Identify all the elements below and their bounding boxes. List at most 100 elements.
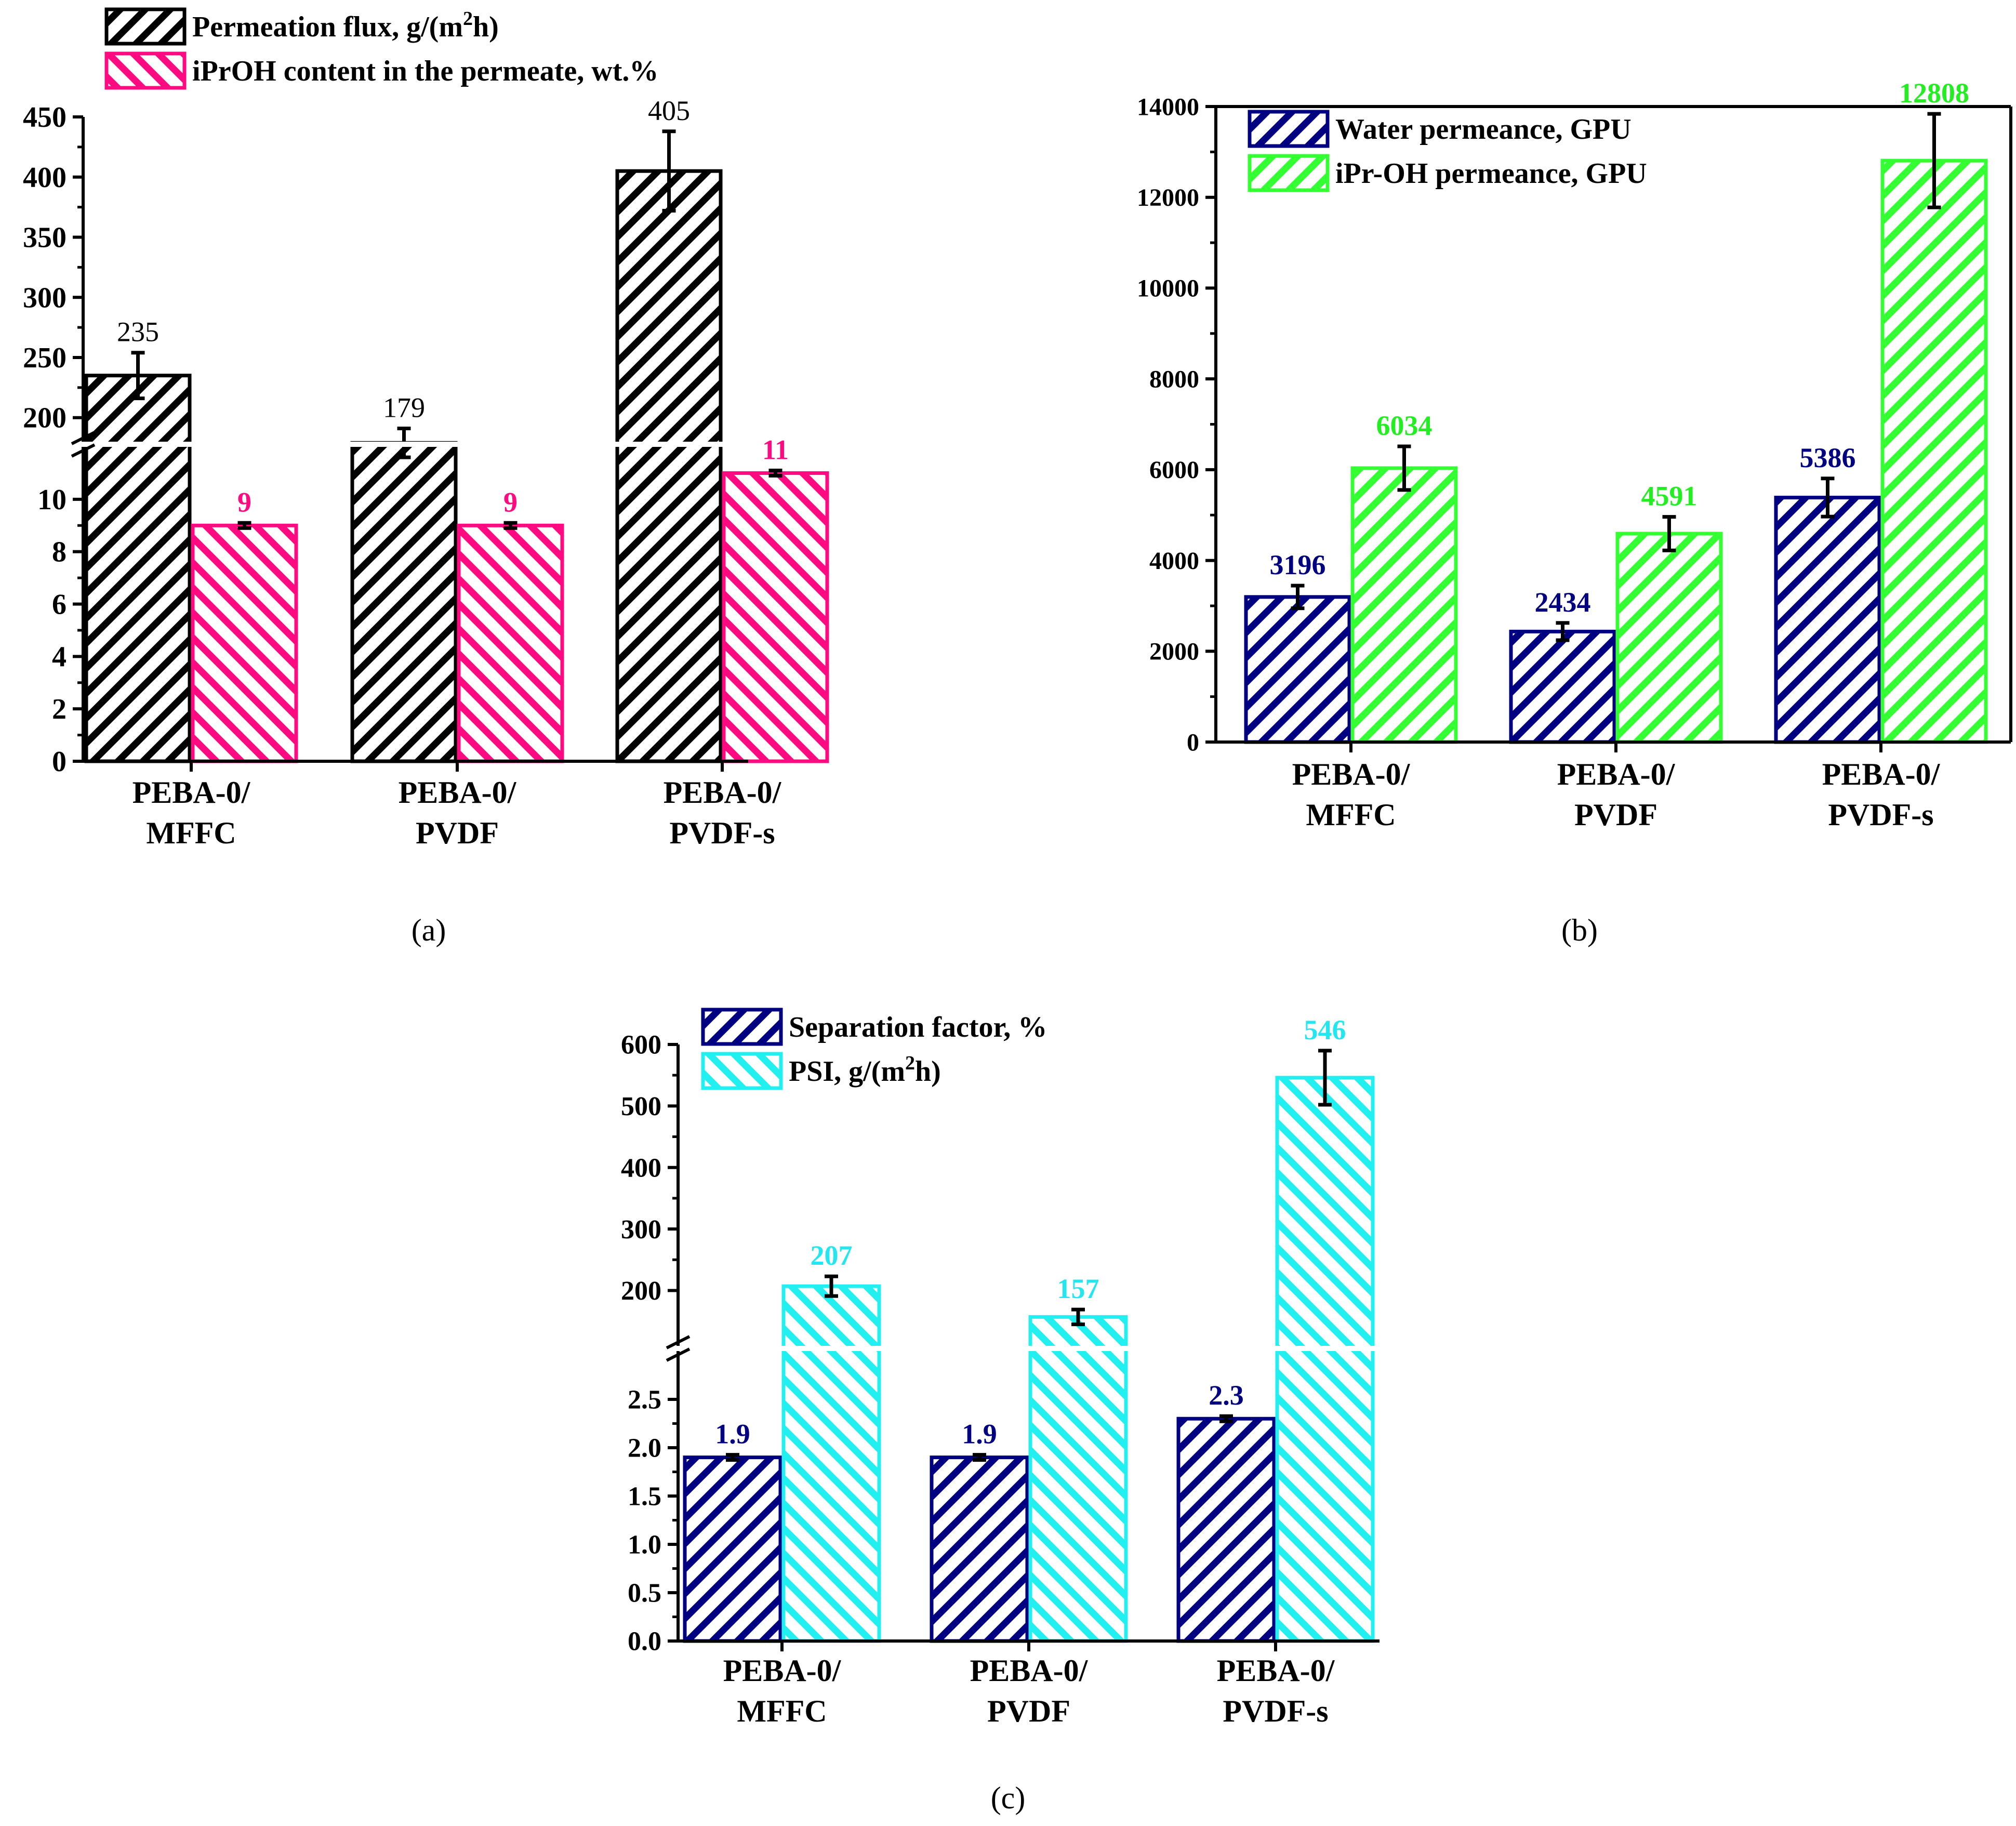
legend-label-superscript: 2	[905, 1052, 915, 1074]
category-label-line: PVDF	[1574, 798, 1657, 832]
legend-swatch	[701, 1008, 783, 1046]
data-label-s2-1: 6034	[1376, 410, 1433, 441]
panel-b-label: (b)	[1561, 913, 1598, 947]
y-tick-label-3: 4000	[1149, 547, 1199, 575]
y-upper-tick-label-1: 200	[23, 402, 67, 434]
category-label-line: PEBA-0/	[723, 1653, 842, 1688]
bar-s1-2	[930, 1455, 1029, 1643]
legend-swatch	[104, 7, 187, 46]
bar-s2-2	[1615, 532, 1723, 744]
category-label-line: PEBA-0/	[970, 1653, 1089, 1688]
legend-item-1: Separation factor, %	[701, 1008, 1047, 1046]
y-lower-tick-label-6: 2.5	[628, 1385, 661, 1415]
data-label-s2-2: 157	[1057, 1273, 1099, 1304]
category-label-2: PEBA-0/PVDF	[970, 1653, 1089, 1728]
y-tick-label-7: 12000	[1137, 184, 1199, 211]
data-label-s1-1: 1.9	[715, 1419, 750, 1450]
legend-item-2: iPrOH content in the permeate, wt.%	[104, 51, 658, 90]
category-label-1: PEBA-0/MFFC	[1292, 757, 1411, 832]
data-label-s2-2: 9	[503, 486, 518, 518]
legend-label-main: Permeation flux, g/(m	[192, 11, 463, 43]
category-label-3: PEBA-0/PVDF-s	[1822, 757, 1941, 832]
y-lower-tick-label-1: 0.0	[628, 1627, 661, 1657]
panel-a: 235 179 405 9 9 11 0 2 4 6 8 10 200 250 300 350 400 450 PE…	[23, 7, 829, 850]
legend-label: iPr-OH permeance, GPU	[1335, 157, 1647, 190]
category-label-line: PVDF-s	[669, 816, 775, 850]
y-tick-label-2: 2000	[1149, 638, 1199, 666]
y-tick-label-6: 10000	[1137, 275, 1199, 302]
data-label-s2-2: 4591	[1641, 481, 1697, 512]
data-label-s2-3: 11	[762, 434, 789, 465]
y-upper-tick-label-6: 450	[23, 101, 67, 134]
error-bar-s2-1	[1397, 444, 1411, 492]
category-label-line: PVDF	[987, 1694, 1070, 1728]
legend-label-tail: h)	[473, 11, 499, 43]
bar-s1-2	[1509, 629, 1616, 744]
category-label-line: PEBA-0/	[399, 775, 517, 810]
bar-s1-1	[84, 374, 192, 763]
data-label-s1-3: 2.3	[1209, 1380, 1244, 1411]
data-label-s1-2: 179	[383, 392, 425, 424]
error-bar-s2-1	[237, 521, 251, 530]
category-label-1: PEBA-0/MFFC	[723, 1653, 842, 1728]
category-label-2: PEBA-0/PVDF	[399, 775, 517, 850]
data-label-s2-1: 207	[811, 1240, 853, 1271]
y-lower-tick-label-3: 1.0	[628, 1530, 661, 1560]
y-upper-tick-label-2: 250	[23, 342, 67, 374]
legend-label: Permeation flux, g/(m2h)	[192, 8, 499, 43]
legend-label-main: Water permeance, GPU	[1335, 113, 1632, 145]
bar-s1-1	[1244, 595, 1351, 744]
error-bar-s1-1	[131, 351, 145, 401]
y-lower-tick-label-2: 2	[52, 693, 67, 725]
y-tick-label-5: 8000	[1149, 365, 1199, 393]
category-label-2: PEBA-0/PVDF	[1557, 757, 1676, 832]
error-bar-s2-2	[503, 521, 518, 530]
legend-label: PSI, g/(m2h)	[789, 1052, 941, 1088]
bar-s2-3	[722, 471, 829, 763]
error-bar-s1-2	[1556, 621, 1570, 642]
legend-swatch	[104, 51, 187, 90]
data-label-s2-3: 546	[1304, 1014, 1346, 1046]
error-bar-s2-1	[825, 1274, 838, 1298]
y-upper-tick-label-4: 350	[23, 222, 67, 254]
bar-s2-1	[781, 1284, 881, 1643]
panel-a-label: (a)	[412, 913, 446, 947]
legend-item-2: PSI, g/(m2h)	[701, 1052, 941, 1090]
category-label-line: PEBA-0/	[1822, 757, 1941, 791]
error-bar-s1-3	[1821, 477, 1835, 519]
data-label-s2-3: 12808	[1899, 77, 1969, 109]
y-lower-tick-label-5: 2.0	[628, 1434, 661, 1463]
error-bar-s2-3	[1318, 1049, 1332, 1107]
data-label-s1-2: 1.9	[962, 1419, 997, 1450]
category-label-line: PVDF-s	[1223, 1694, 1328, 1728]
legend-label-main: PSI, g/(m	[789, 1055, 905, 1088]
legend-label: Water permeance, GPU	[1335, 113, 1632, 145]
y-lower-tick-label-2: 0.5	[628, 1579, 661, 1608]
y-upper-tick-label-1: 200	[621, 1276, 661, 1306]
category-label-line: MFFC	[737, 1694, 827, 1728]
bar-s1-1	[683, 1455, 782, 1643]
legend-swatch	[701, 1052, 783, 1090]
axis-break-gap	[668, 1346, 1390, 1351]
legend-swatch	[1248, 110, 1330, 148]
panel-c: 1.9 1.9 2.3 207 157 546 0.0 0.5 1.0 1.5 2.0 2.5 200 3…	[621, 1008, 1390, 1728]
legend-label: Separation factor, %	[789, 1011, 1047, 1043]
bar-s1-3	[1774, 495, 1881, 744]
category-label-3: PEBA-0/PVDF-s	[664, 775, 782, 850]
panel-c-label: (c)	[991, 1781, 1026, 1815]
y-lower-tick-label-3: 4	[52, 641, 67, 673]
category-label-line: MFFC	[1306, 798, 1396, 832]
y-upper-tick-label-3: 300	[23, 282, 67, 314]
bar-s2-2	[457, 523, 564, 763]
category-label-1: PEBA-0/MFFC	[132, 775, 251, 850]
axis-break-gap	[73, 442, 759, 447]
error-bar-s1-1	[726, 1453, 739, 1462]
legend-label-superscript: 2	[463, 8, 473, 30]
legend-swatch	[1248, 154, 1330, 192]
category-label-line: PEBA-0/	[1217, 1653, 1335, 1688]
legend-label-tail: h)	[915, 1055, 941, 1088]
legend-label-main: iPr-OH permeance, GPU	[1335, 157, 1647, 190]
legend-item-2: iPr-OH permeance, GPU	[1248, 154, 1647, 192]
legend-label: iPrOH content in the permeate, wt.%	[192, 55, 658, 87]
